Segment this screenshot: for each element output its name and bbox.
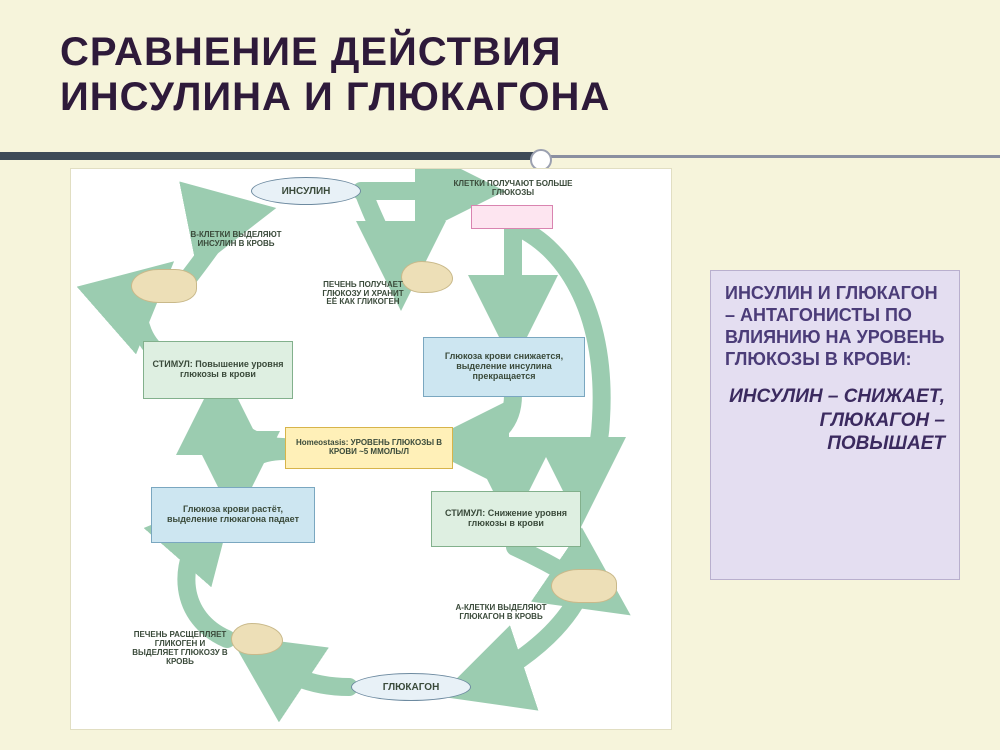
node-glucagon-label: ГЛЮКАГОН bbox=[383, 682, 440, 693]
node-glc_up: Глюкоза крови растёт, выделение глюкагон… bbox=[151, 487, 315, 543]
node-glucagon: ГЛЮКАГОН bbox=[351, 673, 471, 701]
node-stim_hi: СТИМУЛ: Повышение уровня глюкозы в крови bbox=[143, 341, 293, 399]
node-cells_get-label: КЛЕТКИ ПОЛУЧАЮТ БОЛЬШЕ ГЛЮКОЗЫ bbox=[440, 180, 586, 198]
node-b_secrete: В-КЛЕТКИ ВЫДЕЛЯЮТ ИНСУЛИН В КРОВЬ bbox=[181, 215, 291, 265]
node-homeo: Homeostasis: УРОВЕНЬ ГЛЮКОЗЫ В КРОВИ ~5 … bbox=[285, 427, 453, 469]
node-liver_rel: ПЕЧЕНЬ РАСЩЕПЛЯЕТ ГЛИКОГЕН И ВЫДЕЛЯЕТ ГЛ… bbox=[125, 621, 235, 677]
node-liver_store: ПЕЧЕНЬ ПОЛУЧАЕТ ГЛЮКОЗУ И ХРАНИТ ЕЁ КАК … bbox=[313, 265, 413, 323]
node-glc_up-label: Глюкоза крови растёт, выделение глюкагон… bbox=[158, 505, 308, 525]
side-text-1: ИНСУЛИН И ГЛЮКАГОН – АНТАГОНИСТЫ ПО ВЛИЯ… bbox=[725, 283, 945, 371]
slide: СРАВНЕНИЕ ДЕЙСТВИЯ ИНСУЛИНА И ГЛЮКАГОНА … bbox=[0, 0, 1000, 750]
side-text-2: ИНСУЛИН – СНИЖАЕТ, ГЛЮКАГОН – ПОВЫШАЕТ bbox=[725, 385, 945, 456]
title-rule-dark bbox=[0, 152, 536, 160]
flow-arrow-6 bbox=[221, 401, 283, 447]
title-line-1: СРАВНЕНИЕ ДЕЙСТВИЯ bbox=[60, 30, 940, 75]
title-line-2: ИНСУЛИНА И ГЛЮКАГОНА bbox=[60, 75, 940, 120]
node-a_secrete-label: А-КЛЕТКИ ВЫДЕЛЯЮТ ГЛЮКАГОН В КРОВЬ bbox=[448, 604, 554, 622]
node-stim_lo: СТИМУЛ: Снижение уровня глюкозы в крови bbox=[431, 491, 581, 547]
flow-arrow-7 bbox=[455, 451, 511, 491]
flow-arrow-8 bbox=[235, 451, 285, 485]
flow-arrow-11 bbox=[259, 655, 349, 687]
side-panel: ИНСУЛИН И ГЛЮКАГОН – АНТАГОНИСТЫ ПО ВЛИЯ… bbox=[710, 270, 960, 580]
page-title: СРАВНЕНИЕ ДЕЙСТВИЯ ИНСУЛИНА И ГЛЮКАГОНА bbox=[60, 30, 940, 120]
node-stim_hi-label: СТИМУЛ: Повышение уровня глюкозы в крови bbox=[150, 360, 286, 380]
node-glc_down: Глюкоза крови снижается, выделение инсул… bbox=[423, 337, 585, 397]
pancreas-icon-2 bbox=[551, 569, 617, 603]
node-stim_lo-label: СТИМУЛ: Снижение уровня глюкозы в крови bbox=[438, 509, 574, 529]
node-b_secrete-label: В-КЛЕТКИ ВЫДЕЛЯЮТ ИНСУЛИН В КРОВЬ bbox=[188, 231, 284, 249]
node-homeo-label: Homeostasis: УРОВЕНЬ ГЛЮКОЗЫ В КРОВИ ~5 … bbox=[292, 439, 446, 457]
cells-icon-1 bbox=[471, 205, 553, 229]
node-insulin-label: ИНСУЛИН bbox=[282, 186, 331, 197]
node-insulin: ИНСУЛИН bbox=[251, 177, 361, 205]
node-glc_down-label: Глюкоза крови снижается, выделение инсул… bbox=[430, 352, 578, 382]
diagram-canvas: ИНСУЛИН КЛЕТКИ ПОЛУЧАЮТ БОЛЬШЕ ГЛЮКОЗЫ В-К… bbox=[70, 168, 672, 730]
pancreas-icon-1 bbox=[131, 269, 197, 303]
flow-arrow-3 bbox=[363, 191, 401, 275]
node-liver_rel-label: ПЕЧЕНЬ РАСЩЕПЛЯЕТ ГЛИКОГЕН И ВЫДЕЛЯЕТ ГЛ… bbox=[132, 631, 228, 666]
node-liver_store-label: ПЕЧЕНЬ ПОЛУЧАЕТ ГЛЮКОЗУ И ХРАНИТ ЕЁ КАК … bbox=[320, 281, 406, 307]
title-rule-light bbox=[540, 155, 1000, 158]
flow-arrow-5 bbox=[455, 395, 513, 445]
node-cells_get: КЛЕТКИ ПОЛУЧАЮТ БОЛЬШЕ ГЛЮКОЗЫ bbox=[433, 175, 593, 203]
node-a_secrete: А-КЛЕТКИ ВЫДЕЛЯЮТ ГЛЮКАГОН В КРОВЬ bbox=[441, 589, 561, 637]
